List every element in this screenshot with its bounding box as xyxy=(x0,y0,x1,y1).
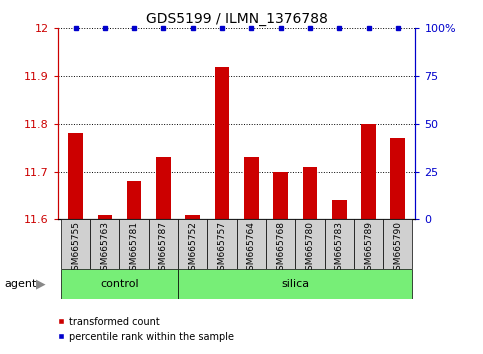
Text: GSM665780: GSM665780 xyxy=(305,222,314,276)
Bar xyxy=(244,157,258,219)
Text: ▶: ▶ xyxy=(36,278,46,291)
Text: GSM665752: GSM665752 xyxy=(188,222,197,276)
Text: GSM665768: GSM665768 xyxy=(276,222,285,276)
Bar xyxy=(354,219,383,269)
Text: GSM665790: GSM665790 xyxy=(393,222,402,276)
Text: GSM665789: GSM665789 xyxy=(364,222,373,276)
Bar xyxy=(237,219,266,269)
Bar xyxy=(332,200,346,219)
Text: GSM665757: GSM665757 xyxy=(217,222,227,276)
Bar xyxy=(178,269,412,299)
Bar xyxy=(207,219,237,269)
Bar xyxy=(383,219,412,269)
Bar xyxy=(61,269,178,299)
Bar xyxy=(68,133,83,219)
Legend: transformed count, percentile rank within the sample: transformed count, percentile rank withi… xyxy=(53,313,238,346)
Text: GSM665783: GSM665783 xyxy=(335,222,344,276)
Bar xyxy=(127,181,142,219)
Bar xyxy=(119,219,149,269)
Text: GSM665755: GSM665755 xyxy=(71,222,80,276)
Bar xyxy=(178,219,207,269)
Bar xyxy=(302,167,317,219)
Bar xyxy=(273,172,288,219)
Bar xyxy=(215,67,229,219)
Text: agent: agent xyxy=(5,279,37,289)
Text: GSM665781: GSM665781 xyxy=(129,222,139,276)
Text: silica: silica xyxy=(281,279,309,289)
Bar xyxy=(90,219,119,269)
Bar xyxy=(325,219,354,269)
Text: control: control xyxy=(100,279,139,289)
Bar xyxy=(98,215,112,219)
Text: GSM665764: GSM665764 xyxy=(247,222,256,276)
Bar xyxy=(295,219,325,269)
Bar xyxy=(149,219,178,269)
Bar xyxy=(156,157,171,219)
Bar xyxy=(266,219,295,269)
Bar xyxy=(361,124,376,219)
Bar xyxy=(390,138,405,219)
Text: GSM665763: GSM665763 xyxy=(100,222,109,276)
Bar xyxy=(185,215,200,219)
Bar xyxy=(61,219,90,269)
Title: GDS5199 / ILMN_1376788: GDS5199 / ILMN_1376788 xyxy=(146,12,327,26)
Text: GSM665787: GSM665787 xyxy=(159,222,168,276)
